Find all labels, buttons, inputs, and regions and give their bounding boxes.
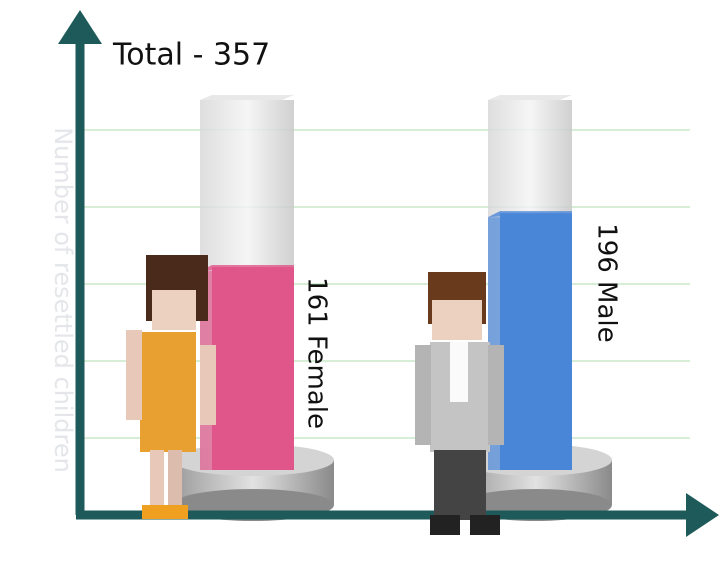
- bar-top: [488, 211, 572, 218]
- female-figure: [126, 255, 216, 519]
- bar: [212, 267, 294, 470]
- y-axis-arrow: [58, 10, 102, 44]
- male-figure: [415, 272, 504, 535]
- glass-top: [488, 95, 572, 100]
- bars: 161 Female 196 Male: [172, 95, 622, 521]
- bar: [500, 213, 572, 470]
- x-axis-arrow: [686, 493, 719, 537]
- glass-top: [200, 95, 294, 100]
- chart-title: Total - 357: [112, 38, 270, 73]
- value-label: 161 Female: [302, 277, 332, 429]
- bar-top: [200, 265, 294, 272]
- bar-group: 161 Female: [172, 95, 334, 521]
- y-axis-label: Number of resettled children: [49, 127, 77, 473]
- value-label: 196 Male: [592, 223, 622, 342]
